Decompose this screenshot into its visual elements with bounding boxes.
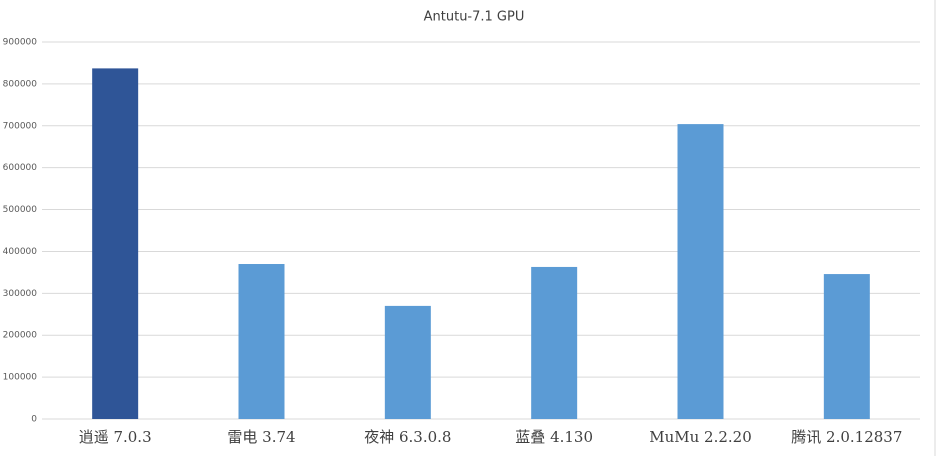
y-tick-label: 0: [31, 415, 37, 425]
x-tick-label: 夜神 6.3.0.8: [364, 428, 451, 446]
y-tick-label: 200000: [3, 331, 38, 341]
x-tick-label: 蓝叠 4.130: [515, 428, 593, 446]
y-tick-label: 600000: [3, 163, 38, 173]
x-tick-label: 逍遥 7.0.3: [79, 428, 152, 446]
y-tick-label: 700000: [3, 121, 38, 131]
x-tick-label: 腾讯 2.0.12837: [791, 428, 902, 446]
y-tick-label: 300000: [3, 289, 38, 299]
y-tick-label: 800000: [3, 79, 38, 89]
x-tick-label: 雷电 3.74: [227, 428, 295, 446]
y-tick-label: 900000: [3, 38, 38, 48]
y-tick-label: 100000: [3, 373, 38, 383]
bar: [384, 305, 431, 419]
bar: [531, 266, 578, 419]
y-tick-label: 400000: [3, 247, 38, 257]
x-tick-label: MuMu 2.2.20: [649, 428, 752, 446]
bar: [238, 264, 285, 419]
y-tick-label: 500000: [3, 205, 38, 215]
bar: [92, 68, 139, 419]
bar: [823, 274, 870, 419]
chart-title: Antutu-7.1 GPU: [424, 10, 525, 25]
bar: [677, 124, 724, 419]
